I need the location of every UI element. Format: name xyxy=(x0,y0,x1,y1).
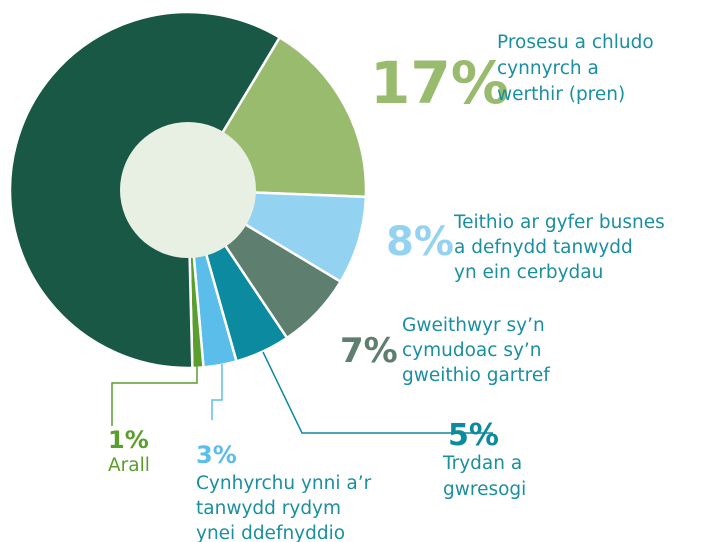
leader-line xyxy=(111,364,198,426)
category-label: tanwydd rydym xyxy=(196,498,341,519)
category-label: gweithio gartref xyxy=(402,365,550,386)
category-label: gwresogi xyxy=(443,479,526,500)
category-label: Cynhyrchu ynni a’r xyxy=(196,473,372,494)
category-label: cynnyrch a xyxy=(497,58,599,79)
donut-hole xyxy=(120,122,256,258)
category-label: cymudoac sy’n xyxy=(402,340,542,361)
category-label: yn ein cerbydau xyxy=(454,262,603,283)
value-label: 7% xyxy=(340,331,398,371)
category-label: Teithio ar gyfer busnes xyxy=(453,212,665,233)
value-label: 3% xyxy=(196,441,237,469)
category-label: Arall xyxy=(108,455,150,476)
value-label: 8% xyxy=(386,219,454,265)
value-label: 17% xyxy=(370,49,509,117)
category-label: Trydan a xyxy=(442,453,522,474)
category-label: ynei ddefnyddio xyxy=(196,523,345,542)
category-label: a defnydd tanwydd xyxy=(454,237,633,258)
value-label: 1% xyxy=(108,426,149,454)
leader-line xyxy=(211,364,223,420)
leader-line xyxy=(262,351,493,434)
value-label: 5% xyxy=(448,418,499,453)
category-label: werthir (pren) xyxy=(497,84,625,105)
category-label: Prosesu a chludo xyxy=(497,32,654,53)
category-label: Gweithwyr sy’n xyxy=(402,315,545,336)
